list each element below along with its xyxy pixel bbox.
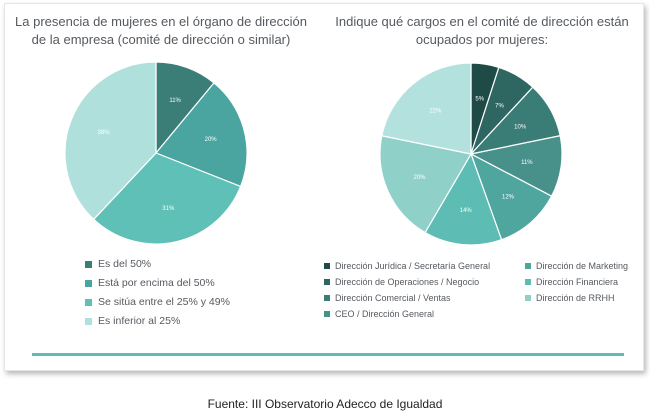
legend-label: Es inferior al 25% bbox=[98, 315, 181, 327]
legend-item: Está por encima del 50% bbox=[85, 277, 215, 289]
pie-slice bbox=[64, 61, 157, 221]
legend-label: Dirección Financiera bbox=[536, 277, 619, 287]
right-pie-chart: 5% 7% 10% 11% 12% 14% 20% 22% bbox=[379, 62, 563, 246]
legend-label: Se sitúa entre el 25% y 49% bbox=[98, 296, 230, 308]
legend-item: Dirección de Marketing bbox=[525, 261, 628, 271]
accent-rule bbox=[32, 353, 624, 356]
legend-swatch bbox=[85, 317, 92, 325]
slice-value-label: 5% bbox=[475, 96, 484, 102]
legend-label: Dirección de Marketing bbox=[536, 261, 629, 271]
legend-item: Dirección Jurídica / Secretaría General bbox=[324, 261, 490, 271]
slice-value-label: 22% bbox=[429, 108, 442, 114]
legend-label: Dirección de Operaciones / Negocio bbox=[335, 277, 480, 287]
legend-item: CEO / Dirección General bbox=[324, 309, 434, 319]
legend-label: Es del 50% bbox=[98, 258, 152, 270]
legend-label: CEO / Dirección General bbox=[335, 309, 435, 319]
legend-swatch bbox=[324, 263, 330, 269]
pie-slice bbox=[379, 135, 472, 234]
legend-item: Se sitúa entre el 25% y 49% bbox=[85, 296, 230, 308]
slice-value-label: 7% bbox=[495, 103, 504, 109]
legend-label: Dirección Jurídica / Secretaría General bbox=[335, 261, 491, 271]
left-pie-chart: 11% 20% 31% 38% bbox=[64, 61, 248, 245]
pie-slice bbox=[155, 82, 248, 188]
legend-item: Dirección Comercial / Ventas bbox=[324, 293, 451, 303]
legend-swatch bbox=[85, 279, 92, 287]
legend-item: Dirección de RRHH bbox=[525, 293, 615, 303]
slice-value-label: 38% bbox=[98, 130, 111, 136]
right-chart-title: Indique qué cargos en el comité de direc… bbox=[335, 14, 629, 47]
pie-slice bbox=[424, 152, 503, 246]
legend-label: Dirección Comercial / Ventas bbox=[335, 293, 451, 303]
legend-label: Dirección de RRHH bbox=[536, 293, 615, 303]
source-caption: Fuente: III Observatorio Adecco de Igual… bbox=[207, 397, 443, 411]
slice-value-label: 14% bbox=[460, 208, 473, 214]
slice-value-label: 20% bbox=[413, 175, 426, 181]
slice-value-label: 10% bbox=[514, 124, 527, 130]
legend-item: Es inferior al 25% bbox=[85, 315, 180, 327]
legend-swatch bbox=[525, 295, 531, 301]
legend-swatch bbox=[525, 279, 531, 285]
legend-swatch bbox=[324, 279, 330, 285]
slice-value-label: 11% bbox=[521, 160, 533, 166]
legend-label: Está por encima del 50% bbox=[98, 277, 215, 289]
slice-value-label: 12% bbox=[502, 195, 515, 201]
slice-value-label: 11% bbox=[169, 98, 181, 104]
slice-value-label: 20% bbox=[205, 137, 218, 143]
legend-item: Dirección de Operaciones / Negocio bbox=[324, 277, 479, 287]
legend-swatch bbox=[324, 311, 330, 317]
legend-swatch bbox=[85, 260, 92, 268]
chart-card: La presencia de mujeres en el órgano de … bbox=[4, 3, 644, 371]
legend-swatch bbox=[85, 298, 92, 306]
slice-value-label: 31% bbox=[162, 206, 175, 212]
pie-slice bbox=[381, 62, 472, 155]
pie-slice bbox=[469, 152, 553, 241]
legend-item: Es del 50% bbox=[85, 258, 151, 270]
pie-slice bbox=[92, 152, 242, 245]
legend-item: Dirección Financiera bbox=[525, 277, 618, 287]
legend-swatch bbox=[324, 295, 330, 301]
legend-swatch bbox=[525, 263, 531, 269]
left-chart-title: La presencia de mujeres en el órgano de … bbox=[15, 14, 307, 47]
